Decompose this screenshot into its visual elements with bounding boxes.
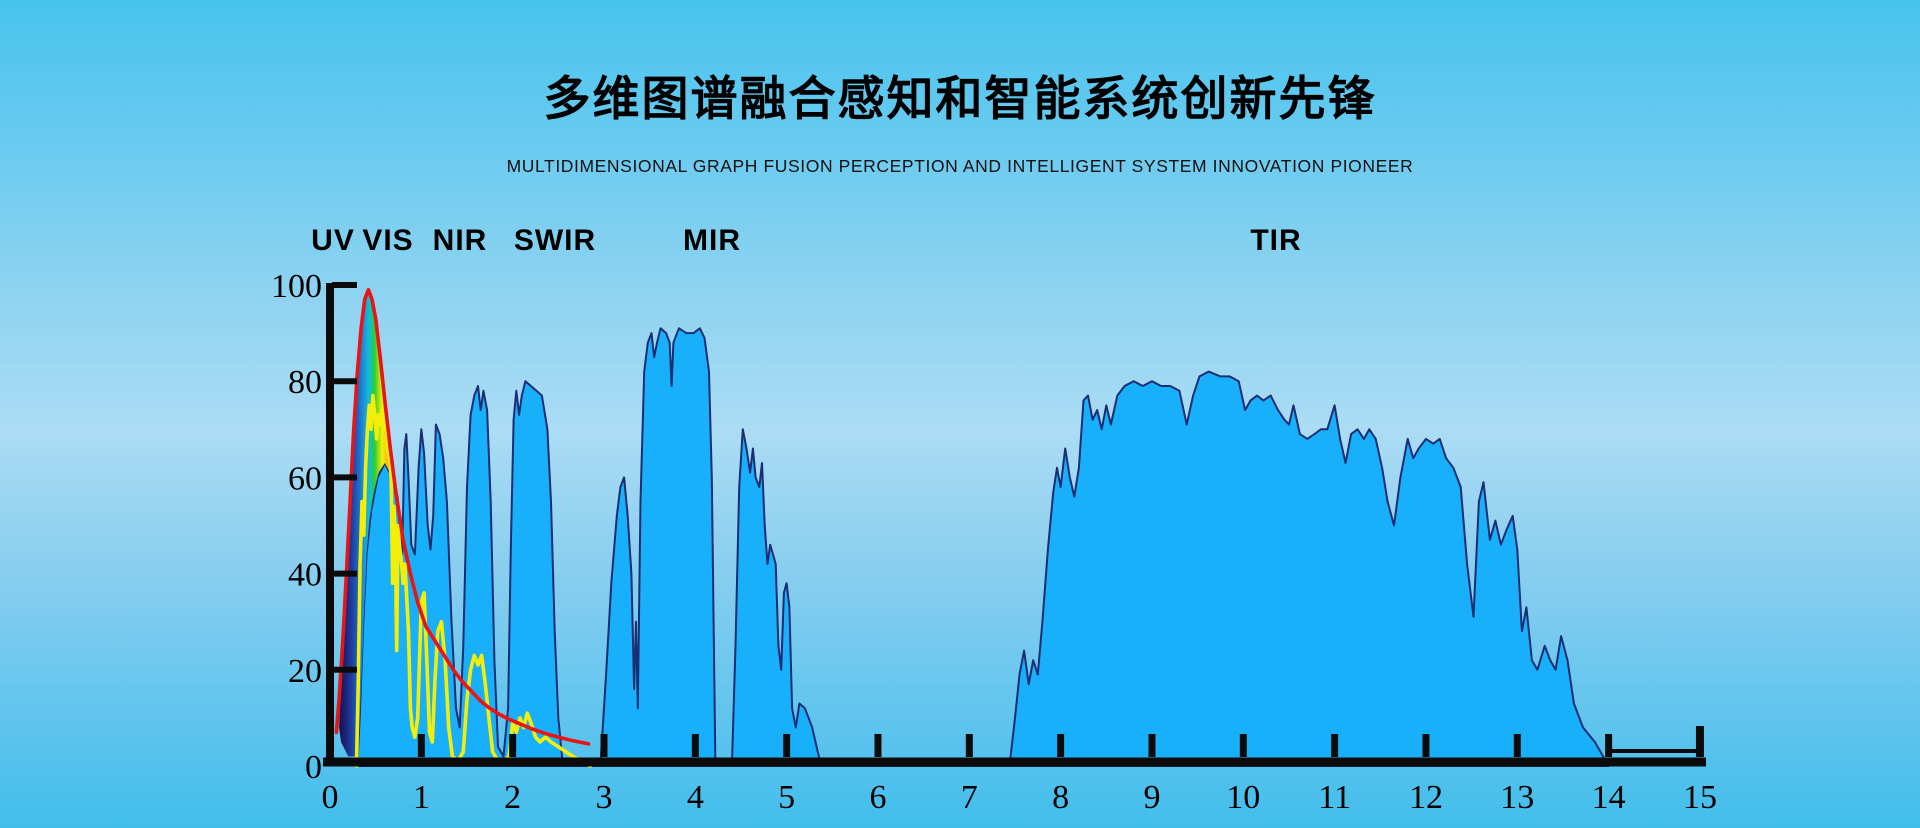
y-tick-label: 20	[288, 653, 322, 690]
x-tick-label: 10	[1226, 779, 1260, 816]
x-tick-label: 12	[1409, 779, 1443, 816]
y-tick-label: 40	[288, 557, 322, 594]
x-tick-label: 14	[1592, 779, 1626, 816]
x-tick-label: 2	[504, 779, 521, 816]
y-tick-label: 80	[288, 364, 322, 401]
x-tick-label: 11	[1318, 779, 1351, 816]
x-tick-label: 9	[1143, 779, 1160, 816]
page-title: 多维图谱融合感知和智能系统创新先锋	[543, 72, 1377, 125]
band-label-nir: NIR	[433, 224, 488, 257]
x-tick-label: 7	[961, 779, 978, 816]
x-tick-label: 6	[869, 779, 886, 816]
band-label-mir: MIR	[683, 224, 741, 257]
band-label-uv: UV	[311, 224, 355, 257]
x-tick-label: 8	[1052, 779, 1069, 816]
x-tick-label: 13	[1500, 779, 1534, 816]
x-tick-label: 1	[413, 779, 430, 816]
y-tick-label: 100	[271, 268, 322, 305]
band-label-swir: SWIR	[514, 224, 596, 257]
x-tick-label: 5	[778, 779, 795, 816]
x-tick-label: 0	[322, 779, 339, 816]
y-tick-label: 60	[288, 460, 322, 497]
x-tick-label: 4	[687, 779, 704, 816]
y-tick-label: 0	[305, 749, 322, 786]
transmission-windows-area	[356, 327, 1610, 767]
band-label-tir: TIR	[1250, 224, 1301, 257]
band-label-vis: VIS	[362, 224, 413, 257]
x-tick-label: 3	[595, 779, 612, 816]
x-tick-label: 15	[1683, 779, 1717, 816]
page-subtitle: MULTIDIMENSIONAL GRAPH FUSION PERCEPTION…	[506, 156, 1414, 176]
blackbody-envelope-curve	[334, 288, 591, 746]
